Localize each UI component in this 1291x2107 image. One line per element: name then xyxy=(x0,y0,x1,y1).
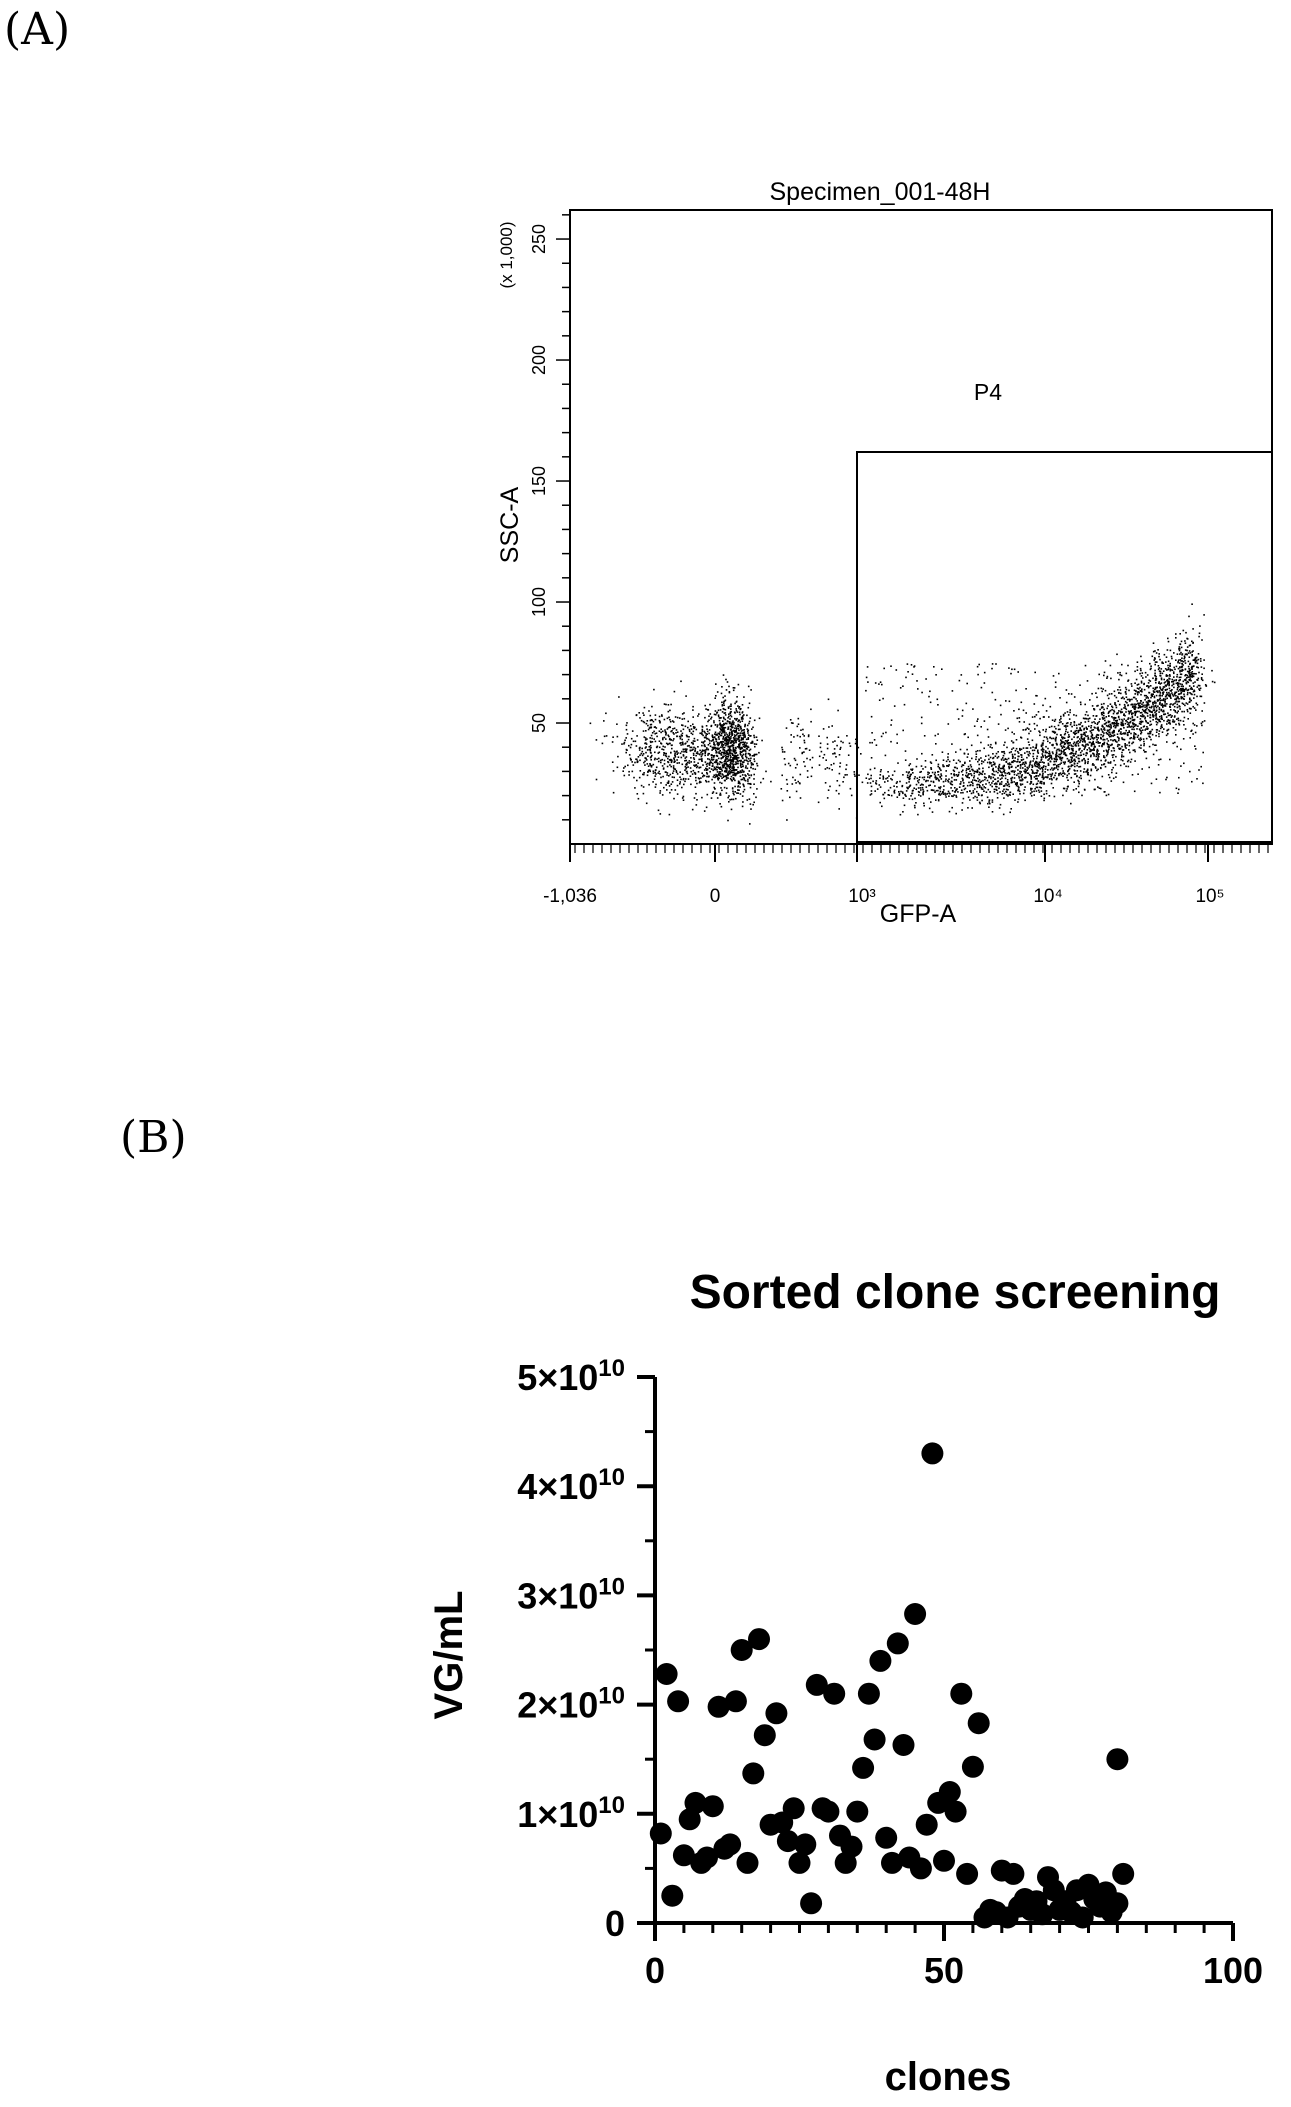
clone-point xyxy=(962,1756,984,1778)
clone-point xyxy=(864,1729,886,1751)
prism-y-tick-label: 2×1010 xyxy=(517,1683,625,1726)
prism-x-tick-label: 0 xyxy=(645,1950,665,1991)
clone-point xyxy=(956,1863,978,1885)
prism-points xyxy=(650,1442,1134,1928)
prism-x-axis-label: clones xyxy=(885,2055,1012,2099)
clone-point xyxy=(858,1683,880,1705)
clone-point xyxy=(817,1801,839,1823)
prism-y-tick-label: 5×1010 xyxy=(517,1355,625,1398)
clone-point xyxy=(667,1690,689,1712)
clone-point xyxy=(783,1797,805,1819)
clone-point xyxy=(1106,1892,1128,1914)
clone-point xyxy=(950,1683,972,1705)
clone-point xyxy=(887,1632,909,1654)
prism-y-tick-label: 0 xyxy=(605,1903,625,1944)
clone-point xyxy=(794,1833,816,1855)
clone-point xyxy=(875,1827,897,1849)
prism-x-tick-label: 50 xyxy=(924,1950,964,1991)
clone-point xyxy=(916,1814,938,1836)
clone-point xyxy=(893,1734,915,1756)
prism-y-tick-label: 1×1010 xyxy=(517,1792,625,1835)
clone-point xyxy=(945,1801,967,1823)
prism-title: Sorted clone screening xyxy=(690,1266,1221,1319)
clone-point xyxy=(725,1690,747,1712)
clone-point xyxy=(904,1603,926,1625)
clone-point xyxy=(939,1781,961,1803)
clone-point xyxy=(737,1852,759,1874)
clone-point xyxy=(910,1857,932,1879)
clone-point xyxy=(841,1836,863,1858)
prism-y-tick-label: 4×1010 xyxy=(517,1464,625,1507)
clone-point xyxy=(921,1442,943,1464)
prism-axes: 0 1×1010 2×1010 3×1010 4×1010 5×1010 0 50 100 xyxy=(517,1355,1263,1991)
clone-point xyxy=(765,1702,787,1724)
clone-point xyxy=(748,1628,770,1650)
clone-point xyxy=(968,1712,990,1734)
clone-point xyxy=(823,1683,845,1705)
clone-point xyxy=(869,1650,891,1672)
clone-point xyxy=(742,1762,764,1784)
clone-point xyxy=(656,1663,678,1685)
clone-point xyxy=(800,1892,822,1914)
prism-y-tick-label: 3×1010 xyxy=(517,1573,625,1616)
prism-x-tick-label: 100 xyxy=(1203,1950,1263,1991)
clone-point xyxy=(702,1795,724,1817)
clone-point xyxy=(650,1823,672,1845)
clone-point xyxy=(661,1885,683,1907)
clone-point xyxy=(754,1724,776,1746)
clone-point xyxy=(933,1850,955,1872)
clone-point xyxy=(852,1757,874,1779)
clone-point xyxy=(846,1801,868,1823)
clone-point xyxy=(719,1833,741,1855)
clone-point xyxy=(1002,1863,1024,1885)
prism-y-axis-label: VG/mL xyxy=(427,1591,471,1720)
